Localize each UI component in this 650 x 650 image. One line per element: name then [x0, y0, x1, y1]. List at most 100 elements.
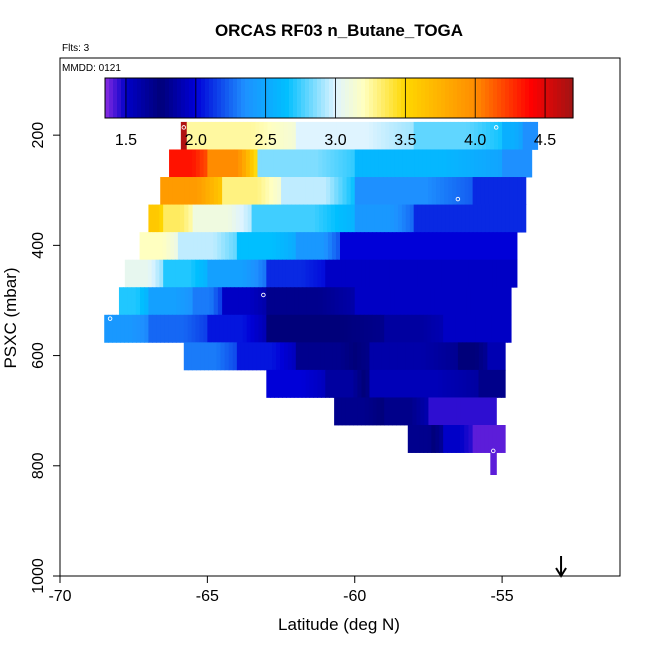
- heatmap-cell: [364, 121, 370, 150]
- heatmap-cell: [319, 314, 324, 343]
- heatmap-cell: [278, 259, 283, 288]
- heatmap-cell: [143, 232, 148, 261]
- heatmap-cell: [177, 232, 183, 261]
- heatmap-cell: [438, 287, 444, 316]
- heatmap-cell: [233, 177, 239, 205]
- heatmap-cell: [462, 369, 468, 398]
- heatmap-cell: [168, 287, 174, 316]
- y-tick-label: 600: [30, 342, 47, 369]
- heatmap-cell: [252, 342, 258, 371]
- data-marker: [107, 316, 113, 321]
- heatmap-cell: [349, 342, 354, 371]
- arrow-head: [555, 567, 567, 578]
- heatmap-cell: [344, 232, 349, 261]
- heatmap-cell: [442, 287, 448, 316]
- heatmap-cell: [413, 259, 418, 288]
- heatmap-cell: [508, 232, 514, 261]
- heatmap-cell: [366, 177, 372, 205]
- heatmap-cell: [457, 121, 463, 150]
- heatmap-cell: [453, 204, 459, 233]
- heatmap-cell: [504, 232, 510, 261]
- heatmap-cell: [236, 232, 242, 261]
- heatmap-cell: [324, 342, 330, 371]
- heatmap-cell: [287, 204, 292, 233]
- heatmap-cell: [474, 287, 480, 316]
- colorbar-swatch: [437, 78, 442, 118]
- heatmap-cell: [270, 314, 276, 343]
- heatmap-cell: [386, 204, 391, 233]
- heatmap-cell: [192, 287, 198, 316]
- heatmap-cell: [179, 314, 185, 343]
- heatmap-cell: [250, 259, 256, 288]
- heatmap-cell: [267, 204, 273, 233]
- heatmap-cell: [345, 259, 350, 288]
- heatmap-cell: [326, 149, 332, 178]
- heatmap-cell: [163, 259, 168, 288]
- heatmap-cell: [435, 425, 440, 453]
- heatmap-cell: [433, 121, 439, 150]
- heatmap-cell: [269, 177, 274, 205]
- colorbar-swatch: [225, 78, 230, 118]
- heatmap-cell: [399, 314, 405, 343]
- heatmap-cell: [356, 232, 361, 261]
- heatmap-cell: [175, 204, 181, 233]
- heatmap-cell: [329, 369, 334, 398]
- heatmap-cell: [449, 204, 455, 233]
- heatmap-cell: [191, 342, 197, 371]
- heatmap-cell: [228, 342, 234, 371]
- heatmap-cell: [349, 369, 354, 398]
- heatmap-cell: [484, 177, 490, 205]
- heatmap-cell: [298, 287, 304, 316]
- heatmap-cell: [356, 121, 362, 150]
- colorbar-swatch: [129, 78, 134, 118]
- heatmap-cell: [421, 204, 427, 233]
- heatmap-cell: [431, 177, 437, 205]
- colorbar-swatch: [541, 78, 546, 118]
- heatmap-cell: [416, 397, 421, 426]
- heatmap-cell: [230, 314, 236, 343]
- heatmap-cell: [362, 204, 368, 233]
- colorbar-swatch: [501, 78, 506, 118]
- heatmap-cell: [238, 149, 243, 178]
- heatmap-cell: [450, 149, 455, 178]
- colorbar-swatch: [289, 78, 294, 118]
- heatmap-cell: [386, 149, 392, 178]
- heatmap-cell: [196, 204, 202, 233]
- colorbar-swatch: [313, 78, 318, 118]
- colorbar-swatch: [401, 78, 406, 118]
- heatmap-cell: [390, 204, 395, 233]
- heatmap-cell: [320, 342, 326, 371]
- colorbar-tick-label: 3.0: [324, 132, 346, 149]
- heatmap-cell: [271, 121, 277, 150]
- heatmap-cell: [448, 259, 454, 288]
- heatmap-cell: [334, 204, 340, 233]
- heatmap-cell: [393, 121, 399, 150]
- heatmap-cell: [330, 177, 335, 205]
- heatmap-cell: [207, 149, 212, 178]
- heatmap-cell: [436, 397, 441, 426]
- heatmap-cell: [322, 149, 327, 178]
- heatmap-cell: [266, 369, 271, 398]
- heatmap-cell: [498, 149, 503, 178]
- colorbar-tick-label: 2.0: [185, 132, 207, 149]
- heatmap-cell: [472, 397, 477, 426]
- heatmap-cell: [144, 287, 150, 316]
- heatmap-cell: [429, 204, 435, 233]
- heatmap-cell: [276, 232, 281, 261]
- x-tick-label: -55: [491, 588, 514, 605]
- heatmap-cell: [385, 342, 391, 371]
- heatmap-cell: [295, 204, 300, 233]
- heatmap-cell: [468, 232, 474, 261]
- heatmap-cell: [376, 397, 381, 426]
- heatmap-cell: [192, 149, 197, 178]
- heatmap-cell: [362, 287, 368, 316]
- heatmap-cell: [243, 204, 249, 233]
- heatmap-cell: [250, 314, 256, 343]
- heatmap-cell: [310, 149, 315, 178]
- heatmap-cell: [492, 232, 498, 261]
- heatmap-cell: [309, 259, 315, 288]
- heatmap-cell: [476, 425, 482, 453]
- heatmap-cell: [224, 204, 229, 233]
- colorbar-swatch: [389, 78, 394, 118]
- heatmap-cell: [260, 232, 265, 261]
